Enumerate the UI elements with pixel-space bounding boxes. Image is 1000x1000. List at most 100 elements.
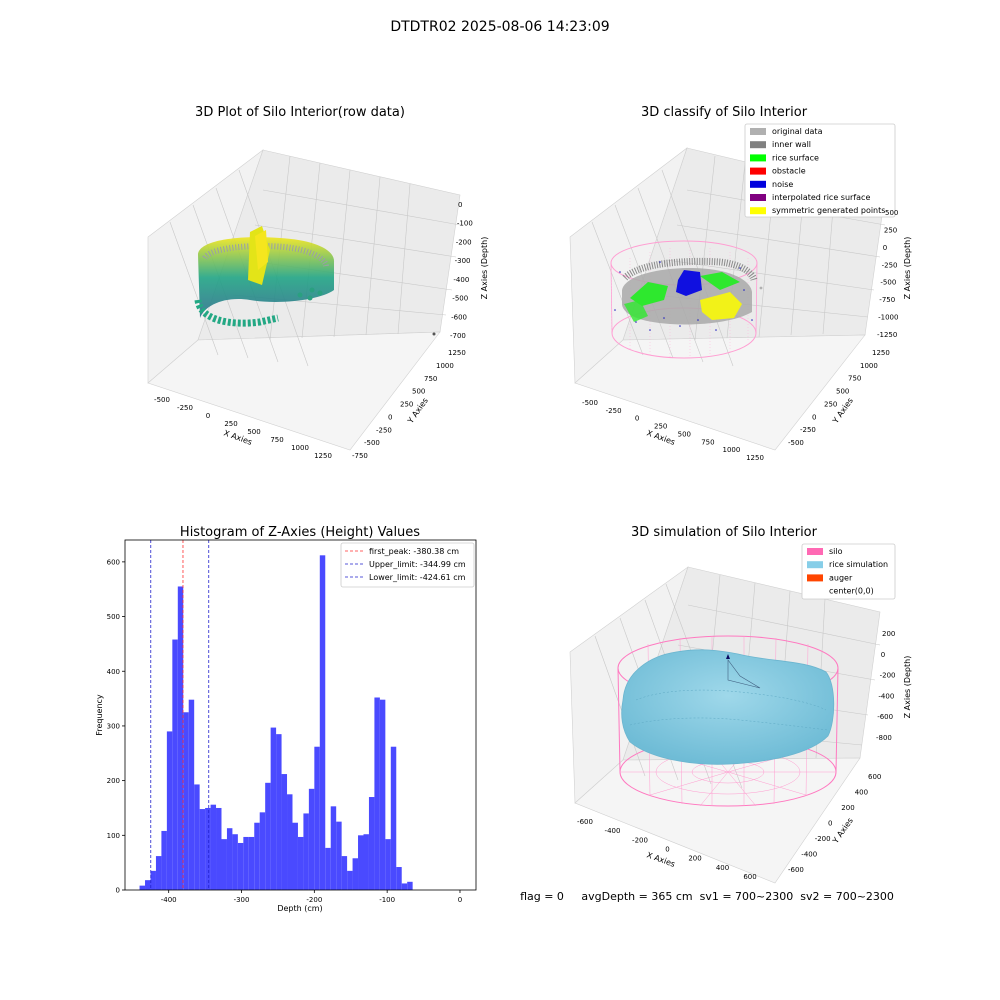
classify-x-tick-label: 0: [635, 415, 639, 423]
histogram-bar: [232, 834, 238, 890]
classify-z-tick-label: -250: [882, 261, 898, 269]
classify-x-tick-label: 1250: [746, 454, 764, 462]
histogram-panel: Histogram of Z-Axies (Height) Values -40…: [95, 525, 477, 913]
raw-x-tick-label: 1000: [291, 444, 309, 452]
raw-x-tick-label: 500: [247, 428, 260, 436]
simulation-z-tick-label: -600: [877, 713, 893, 721]
simulation-x-tick-label: -200: [632, 836, 648, 844]
histogram-bar: [237, 842, 244, 890]
histogram-y-tick-label: 600: [107, 558, 120, 566]
histogram-bar: [166, 731, 173, 890]
histogram-bar: [396, 867, 402, 890]
classify-3d-z-ticks: 500 250 0 -250 -500 -750 -1000 -1250: [877, 209, 898, 339]
simulation-3d-xlabel: X Axies: [645, 850, 676, 869]
classify-legend-label: inner wall: [772, 140, 811, 149]
simulation-legend-swatch: [807, 548, 823, 555]
raw-3d-y-ticks: -750 -500 -250 0 250 500 750 1000 1250: [352, 349, 466, 460]
simulation-legend-swatch: [807, 574, 823, 582]
simulation-z-tick-label: 200: [882, 630, 895, 638]
raw-3d-zlabel: Z Axies (Depth): [480, 237, 489, 300]
raw-y-tick-label: 500: [412, 388, 425, 396]
classify-y-tick-label: 1250: [872, 349, 890, 357]
histogram-bar: [292, 822, 298, 890]
simulation-3d-ylabel: Y Axies: [830, 816, 855, 846]
classify-x-tick-label: -500: [582, 399, 598, 407]
simulation-3d-z-ticks: 200 0 -200 -400 -600 -800: [876, 630, 895, 742]
histogram-bar: [145, 880, 151, 890]
simulation-y-tick-label: -400: [801, 851, 817, 859]
histogram-vlines: [150, 540, 210, 890]
histogram-bar: [139, 885, 146, 891]
histogram-legend: first_peak: -380.38 cm Upper_limit: -344.…: [340, 542, 475, 588]
simulation-x-tick-label: -400: [605, 827, 621, 835]
histogram-legend-entries: first_peak: -380.38 cm Upper_limit: -344.…: [345, 547, 466, 582]
histogram-y-tick-label: 100: [107, 832, 120, 840]
simulation-y-tick-label: -200: [815, 835, 831, 843]
histogram-bar: [205, 807, 211, 890]
raw-z-tick-label: -700: [450, 332, 466, 340]
simulation-z-tick-label: -400: [878, 692, 894, 700]
histogram-x-tick-label: -300: [234, 896, 250, 904]
classify-legend-swatch: [750, 180, 766, 188]
histogram-bar: [401, 883, 408, 890]
simulation-3d-legend: silo rice simulation auger center(0,0): [801, 543, 896, 600]
raw-3d-x-ticks: -500 -250 0 250 500 750 1000 1250: [154, 396, 332, 460]
histogram-bar: [161, 830, 167, 890]
classify-legend-swatch: [750, 167, 766, 175]
raw-z-tick-label: -300: [455, 257, 471, 265]
histogram-bar: [297, 836, 304, 890]
classify-legend-swatch: [750, 141, 766, 149]
histogram-bar: [314, 746, 320, 890]
classify-y-tick-label: -250: [800, 426, 816, 434]
classify-3d-x-ticks: -500 -250 0 250 500 750 1000 1250: [582, 399, 764, 462]
classify-z-tick-label: -750: [879, 296, 895, 304]
histogram-bar: [199, 809, 206, 890]
histogram-y-tick-label: 300: [107, 722, 120, 730]
histogram-bar: [287, 794, 293, 890]
histogram-bar: [352, 858, 359, 890]
histogram-bar: [221, 839, 227, 890]
simulation-legend-label: auger: [829, 573, 853, 582]
classify-legend-label: original data: [772, 127, 823, 136]
histogram-x-tick-label: -100: [379, 896, 395, 904]
classify-y-tick-label: 1000: [860, 362, 878, 370]
histogram-bar: [363, 834, 369, 890]
histogram-y-tick-label: 500: [107, 613, 120, 621]
classify-legend-label: interpolated rice surface: [772, 193, 870, 202]
classify-legend-label: rice surface: [772, 153, 819, 162]
raw-x-tick-label: -250: [177, 404, 193, 412]
classify-z-tick-label: -500: [880, 279, 896, 287]
histogram-x-tick-label: -400: [161, 896, 177, 904]
raw-z-tick-label: -200: [456, 238, 472, 246]
raw-y-tick-label: 1250: [448, 349, 466, 357]
classify-y-tick-label: -500: [788, 439, 804, 447]
classify-legend-swatch: [750, 207, 766, 215]
simulation-z-tick-label: -200: [880, 672, 896, 680]
classify-legend-entries: original data inner wall rice surface obsta…: [750, 127, 885, 215]
simulation-legend-label: center(0,0): [829, 587, 874, 596]
classify-y-tick-label: 0: [812, 413, 816, 421]
classify-y-tick-label: 500: [836, 388, 849, 396]
classify-legend-label: noise: [772, 180, 793, 189]
histogram-bar: [330, 806, 337, 890]
raw-x-tick-label: 1250: [314, 452, 332, 460]
raw-3d-scatter: [194, 226, 436, 336]
raw-z-tick-label: -100: [457, 220, 473, 228]
simulation-x-tick-label: 200: [688, 855, 701, 863]
classify-legend-box: [744, 123, 896, 218]
classify-x-tick-label: 1000: [722, 446, 740, 454]
raw-x-tick-label: -500: [154, 396, 170, 404]
raw-x-tick-label: 0: [206, 412, 210, 420]
histogram-y-ticks: 0 100 200 300 400 500 600: [107, 558, 125, 895]
histogram-x-tick-label: -200: [306, 896, 322, 904]
histogram-bar: [183, 712, 189, 890]
simulation-z-tick-label: -800: [876, 734, 892, 742]
classify-3d-xlabel: X Axies: [645, 428, 676, 447]
raw-z-tick-label: -600: [451, 313, 467, 321]
histogram-bar: [150, 870, 156, 890]
histogram-legend-label: Lower_limit: -424.61 cm: [369, 573, 466, 582]
histogram-bar: [379, 699, 386, 890]
histogram-ylabel: Frequency: [95, 694, 104, 736]
classify-legend-label: obstacle: [772, 167, 806, 176]
